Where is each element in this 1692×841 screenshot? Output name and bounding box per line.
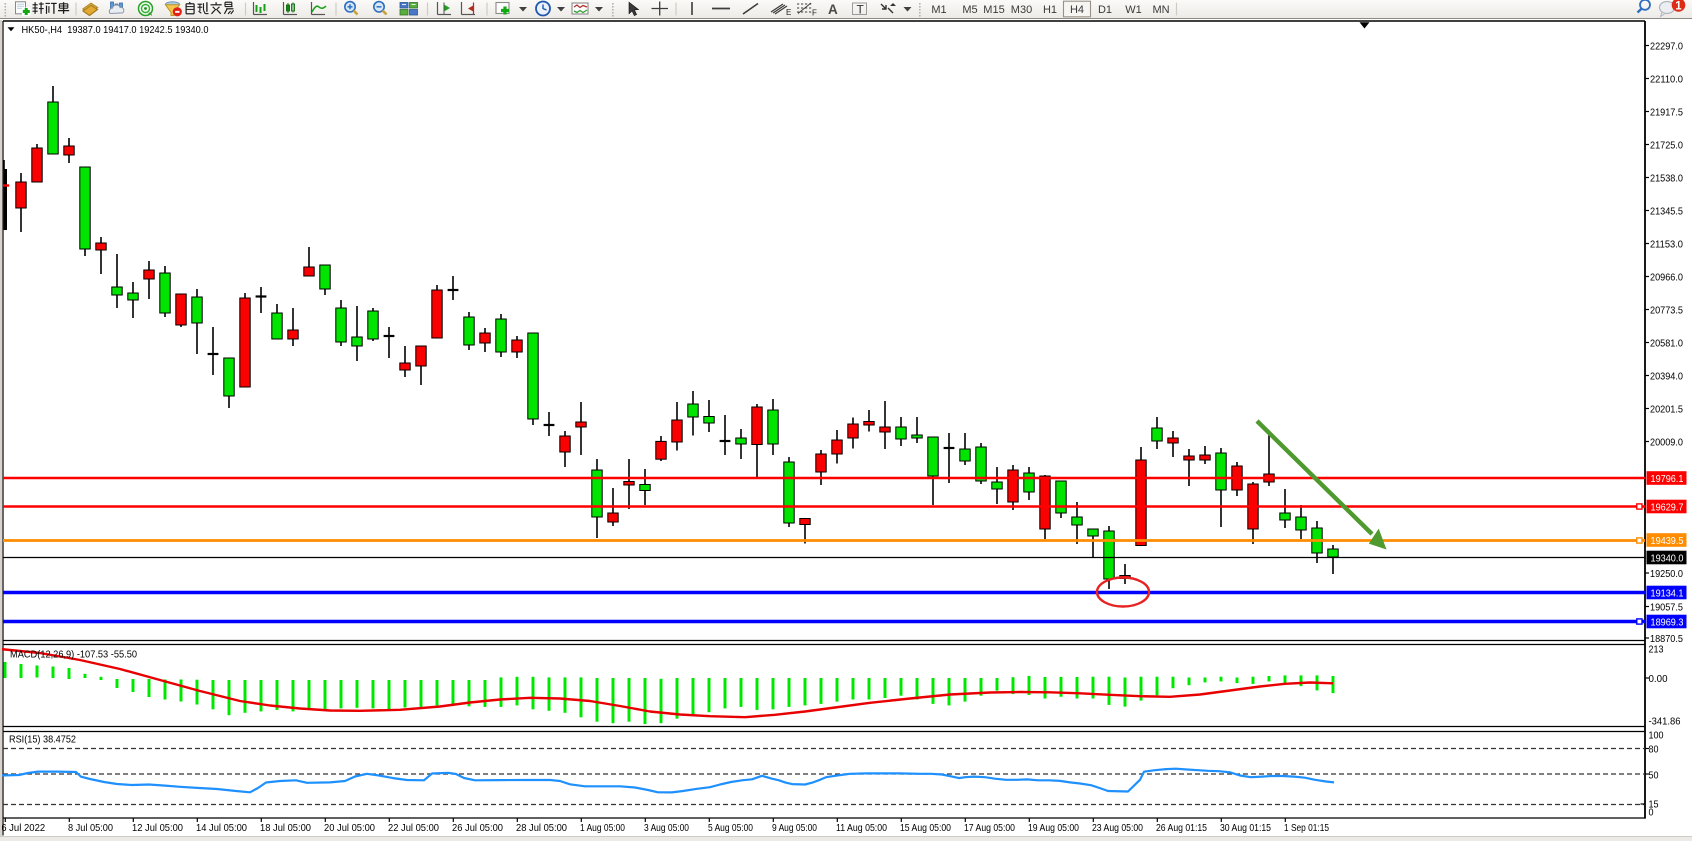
svg-text:H4: H4 bbox=[1070, 4, 1084, 16]
svg-text:23 Aug 05:00: 23 Aug 05:00 bbox=[1092, 822, 1143, 834]
svg-text:100: 100 bbox=[1649, 730, 1664, 742]
svg-text:50: 50 bbox=[1649, 769, 1659, 781]
svg-text:18870.5: 18870.5 bbox=[1650, 633, 1683, 645]
svg-text:30 Aug 01:15: 30 Aug 01:15 bbox=[1220, 822, 1271, 834]
svg-text:21538.0: 21538.0 bbox=[1650, 173, 1683, 185]
svg-text:21725.0: 21725.0 bbox=[1650, 140, 1683, 152]
svg-text:19629.7: 19629.7 bbox=[1651, 502, 1684, 514]
svg-text:E: E bbox=[786, 8, 791, 17]
svg-text:20009.0: 20009.0 bbox=[1650, 437, 1683, 449]
svg-text:19796.1: 19796.1 bbox=[1651, 473, 1684, 485]
svg-text:5 Aug 05:00: 5 Aug 05:00 bbox=[708, 822, 753, 834]
svg-text:213: 213 bbox=[1649, 644, 1664, 656]
svg-text:A: A bbox=[828, 2, 838, 17]
svg-text:W1: W1 bbox=[1125, 4, 1142, 16]
svg-text:RSI(15) 38.4752: RSI(15) 38.4752 bbox=[9, 734, 76, 746]
svg-text:21345.5: 21345.5 bbox=[1650, 206, 1683, 218]
svg-text:15 Aug 05:00: 15 Aug 05:00 bbox=[900, 822, 951, 834]
svg-text:0: 0 bbox=[1649, 807, 1654, 819]
svg-text:14 Jul 05:00: 14 Jul 05:00 bbox=[196, 822, 247, 834]
svg-text:MN: MN bbox=[1152, 4, 1169, 16]
svg-text:M1: M1 bbox=[931, 4, 946, 16]
svg-text:11 Aug 05:00: 11 Aug 05:00 bbox=[836, 822, 887, 834]
svg-text:19057.5: 19057.5 bbox=[1650, 602, 1683, 614]
svg-text:D1: D1 bbox=[1098, 4, 1112, 16]
svg-text:19134.1: 19134.1 bbox=[1651, 588, 1684, 600]
svg-text:-341.86: -341.86 bbox=[1649, 716, 1681, 728]
svg-text:17 Aug 05:00: 17 Aug 05:00 bbox=[964, 822, 1015, 834]
svg-text:19340.0: 19340.0 bbox=[1651, 553, 1684, 565]
svg-text:22297.0: 22297.0 bbox=[1650, 41, 1683, 53]
svg-text:20966.0: 20966.0 bbox=[1650, 272, 1683, 284]
svg-text:1: 1 bbox=[1675, 1, 1682, 13]
svg-text:MACD(12,26,9) -107.53 -55.50: MACD(12,26,9) -107.53 -55.50 bbox=[10, 649, 137, 661]
svg-text:22110.0: 22110.0 bbox=[1650, 74, 1683, 86]
svg-text:3 Aug 05:00: 3 Aug 05:00 bbox=[644, 822, 689, 834]
svg-text:26 Aug 01:15: 26 Aug 01:15 bbox=[1156, 822, 1207, 834]
svg-text:M15: M15 bbox=[983, 4, 1004, 16]
svg-text:19439.5: 19439.5 bbox=[1651, 535, 1684, 547]
svg-text:22 Jul 05:00: 22 Jul 05:00 bbox=[388, 822, 439, 834]
svg-text:HK50-,H4 19387.0 19417.0 1924: HK50-,H4 19387.0 19417.0 19242.5 19340.0 bbox=[22, 24, 209, 36]
svg-text:18969.3: 18969.3 bbox=[1651, 617, 1684, 629]
svg-text:18 Jul 05:00: 18 Jul 05:00 bbox=[260, 822, 311, 834]
svg-text:M5: M5 bbox=[962, 4, 977, 16]
svg-text:19 Aug 05:00: 19 Aug 05:00 bbox=[1028, 822, 1079, 834]
svg-text:1 Aug 05:00: 1 Aug 05:00 bbox=[580, 822, 625, 834]
svg-text:28 Jul 05:00: 28 Jul 05:00 bbox=[516, 822, 567, 834]
svg-text:20201.5: 20201.5 bbox=[1650, 404, 1683, 416]
svg-text:20394.0: 20394.0 bbox=[1650, 371, 1683, 383]
svg-text:F: F bbox=[812, 9, 817, 18]
svg-text:12 Jul 05:00: 12 Jul 05:00 bbox=[132, 822, 183, 834]
svg-text:20 Jul 05:00: 20 Jul 05:00 bbox=[324, 822, 375, 834]
svg-text:21153.0: 21153.0 bbox=[1650, 239, 1683, 251]
svg-text:20773.5: 20773.5 bbox=[1650, 305, 1683, 317]
svg-text:0.00: 0.00 bbox=[1649, 673, 1668, 685]
svg-text:T: T bbox=[857, 3, 865, 17]
svg-text:19250.0: 19250.0 bbox=[1650, 568, 1683, 580]
svg-text:15: 15 bbox=[1649, 798, 1659, 810]
svg-text:8 Jul 05:00: 8 Jul 05:00 bbox=[68, 822, 113, 834]
svg-text:M30: M30 bbox=[1011, 4, 1032, 16]
svg-text:21917.5: 21917.5 bbox=[1650, 107, 1683, 119]
svg-text:20581.0: 20581.0 bbox=[1650, 338, 1683, 350]
svg-text:1 Sep 01:15: 1 Sep 01:15 bbox=[1284, 822, 1329, 834]
svg-text:H1: H1 bbox=[1043, 4, 1057, 16]
svg-text:6 Jul 2022: 6 Jul 2022 bbox=[1, 822, 45, 834]
svg-text:26 Jul 05:00: 26 Jul 05:00 bbox=[452, 822, 503, 834]
svg-text:9 Aug 05:00: 9 Aug 05:00 bbox=[772, 822, 817, 834]
svg-text:80: 80 bbox=[1649, 744, 1659, 756]
